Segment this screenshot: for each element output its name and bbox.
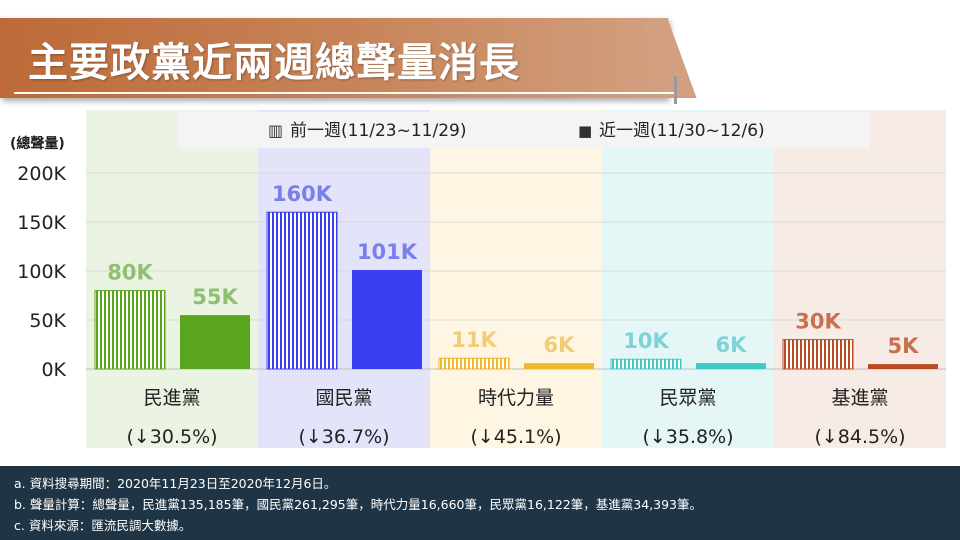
bar-recent-4 (868, 364, 938, 369)
panel-0 (86, 110, 258, 448)
y-tick-label: 0K (41, 359, 66, 381)
bar-recent-0 (180, 315, 250, 369)
title-banner (0, 18, 668, 98)
footnote-panel: a. 資料搜尋期間：2020年11月23日至2020年12月6日。 b. 聲量計… (0, 466, 960, 540)
panel-3 (602, 110, 774, 448)
data-label-recent-1: 101K (357, 240, 418, 264)
legend-label-prev: 前一週(11/23~11/29) (290, 121, 467, 141)
bar-prev-0 (94, 290, 166, 370)
footnote-a: a. 資料搜尋期間：2020年11月23日至2020年12月6日。 (14, 476, 337, 491)
change-label: (↓45.1%) (470, 426, 561, 448)
change-label: (↓30.5%) (126, 426, 217, 448)
legend-marker-prev: ▥ (268, 121, 283, 140)
panel-2 (430, 110, 602, 448)
y-tick-label: 200K (17, 163, 66, 185)
data-label-prev-4: 30K (795, 310, 841, 334)
x-tick-label: 基進黨 (831, 387, 888, 409)
footnote-c: c. 資料來源：匯流民調大數據。 (14, 518, 192, 533)
data-label-recent-4: 5K (888, 334, 920, 358)
data-label-recent-2: 6K (544, 333, 576, 357)
change-label: (↓35.8%) (642, 426, 733, 448)
legend-marker-recent: ■ (578, 122, 592, 140)
change-label: (↓36.7%) (298, 426, 389, 448)
data-label-prev-1: 160K (272, 182, 333, 206)
title-divider (674, 76, 677, 104)
bar-prev-3 (610, 358, 682, 370)
bar-prev-2 (438, 357, 510, 370)
bar-prev-4 (782, 339, 854, 370)
data-label-recent-0: 55K (192, 285, 238, 309)
data-label-prev-0: 80K (107, 261, 153, 285)
x-tick-label: 民眾黨 (659, 387, 716, 409)
x-tick-label: 時代力量 (478, 387, 554, 409)
bar-recent-3 (696, 363, 766, 369)
bar-chart: ▥ 前一週(11/23~11/29) ■ 近一週(11/30~12/6) 0K 50K 10… (10, 110, 946, 448)
title-underline (14, 92, 674, 94)
data-label-prev-2: 11K (451, 328, 497, 352)
x-tick-label: 國民黨 (315, 387, 372, 409)
data-label-recent-3: 6K (716, 333, 748, 357)
change-label: (↓84.5%) (814, 426, 905, 448)
footnote-b: b. 聲量計算：總聲量，民進黨135,185筆，國民黨261,295筆，時代力量… (14, 497, 702, 512)
panel-4 (774, 110, 946, 448)
page-title: 主要政黨近兩週總聲量消長 (28, 40, 520, 86)
bar-recent-2 (524, 363, 594, 369)
bar-recent-1 (352, 270, 422, 369)
bar-prev-1 (266, 211, 338, 370)
y-tick-label: 100K (17, 261, 66, 283)
data-label-prev-3: 10K (623, 329, 669, 353)
y-axis-label: (總聲量) (10, 135, 65, 152)
legend-box (178, 112, 870, 148)
y-tick-label: 150K (17, 212, 66, 234)
legend-label-recent: 近一週(11/30~12/6) (599, 121, 765, 141)
y-tick-label: 50K (29, 310, 66, 332)
x-tick-label: 民進黨 (143, 387, 200, 409)
